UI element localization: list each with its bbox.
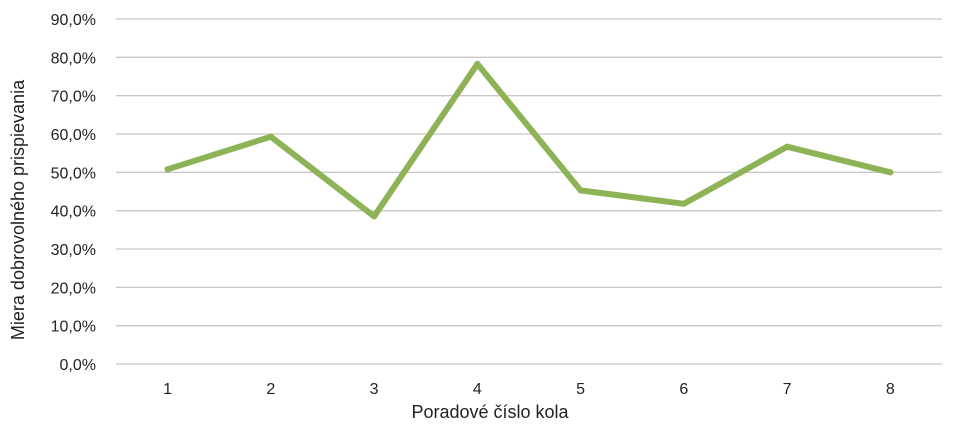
y-axis-title: Miera dobrovolného prispievania: [8, 79, 28, 340]
data-point: [371, 213, 378, 220]
series-line: [164, 60, 894, 220]
data-point: [577, 187, 584, 194]
x-tick-label: 6: [679, 381, 688, 398]
x-tick-label: 4: [473, 381, 482, 398]
data-point: [267, 133, 274, 140]
x-tick-label: 7: [783, 381, 792, 398]
x-tick-label: 8: [886, 381, 895, 398]
y-tick-label: 70,0%: [51, 89, 96, 106]
data-point: [887, 169, 894, 176]
y-tick-label: 10,0%: [51, 319, 96, 336]
x-tick-label: 2: [266, 381, 275, 398]
y-tick-label: 0,0%: [60, 357, 96, 374]
y-tick-label: 90,0%: [51, 12, 96, 29]
data-point: [680, 200, 687, 207]
y-tick-label: 40,0%: [51, 204, 96, 221]
x-tick-label: 3: [370, 381, 379, 398]
y-tick-labels: 0,0% 10,0% 20,0% 30,0% 40,0% 50,0% 60,0% 70,0% 8…: [51, 12, 96, 374]
x-axis-title: Poradové číslo kola: [411, 402, 569, 422]
y-tick-label: 60,0%: [51, 127, 96, 144]
x-tick-label: 1: [163, 381, 172, 398]
data-point: [164, 166, 171, 173]
series-group: [164, 60, 894, 220]
x-tick-label: 5: [576, 381, 585, 398]
y-tick-label: 30,0%: [51, 242, 96, 259]
data-point: [784, 143, 791, 150]
gridlines: [116, 18, 942, 365]
y-tick-label: 50,0%: [51, 165, 96, 182]
x-tick-labels: 1 2 3 4 5 6 7 8: [163, 381, 895, 398]
y-tick-label: 80,0%: [51, 50, 96, 67]
y-tick-label: 20,0%: [51, 280, 96, 297]
data-point: [474, 60, 481, 67]
